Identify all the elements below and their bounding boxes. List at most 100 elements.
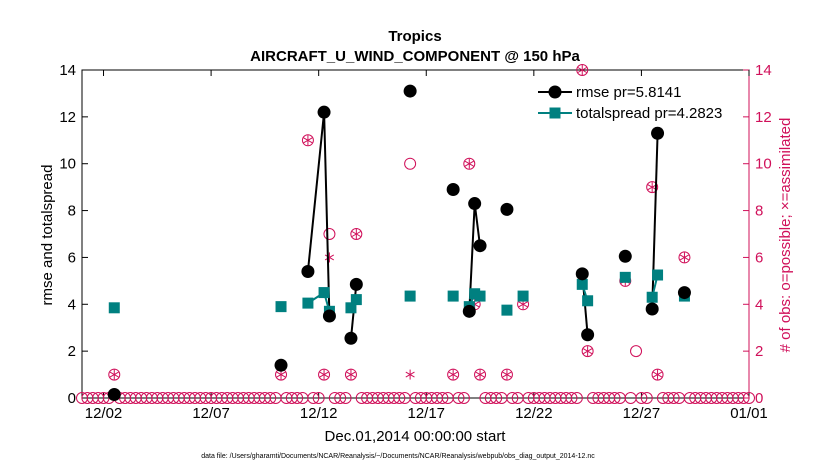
rmse-point (462, 304, 476, 318)
rmse-point (618, 249, 632, 263)
x-tick-label: 12/12 (300, 405, 338, 422)
totalspread-point (576, 278, 588, 290)
totalspread-point (582, 295, 594, 307)
rmse-point (581, 328, 595, 342)
obs-assimilated-marker (324, 252, 335, 263)
chart-subtitle: AIRCRAFT_U_WIND_COMPONENT @ 150 hPa (250, 48, 580, 65)
chart-title: Tropics (388, 28, 441, 45)
totalspread-point (108, 302, 120, 314)
obs-possible-marker (500, 368, 513, 381)
y-tick-label-right: 4 (755, 296, 763, 313)
obs-zero-marker (307, 392, 320, 404)
totalspread-point (404, 290, 416, 302)
totalspread-point (652, 269, 664, 281)
obs-zero-marker (640, 392, 653, 404)
y-tick-label-left: 0 (68, 390, 76, 407)
x-tick-label: 12/22 (515, 405, 553, 422)
obs-assimilated-marker (109, 369, 119, 380)
rmse-point (349, 277, 363, 291)
obs-zero-marker (743, 392, 755, 404)
y-tick-label-right: 14 (755, 62, 772, 79)
rmse-point (500, 202, 514, 216)
obs-assimilated-marker (475, 369, 485, 380)
rmse-point (322, 309, 336, 323)
obs-possible-marker (474, 368, 487, 381)
y-tick-label-right: 2 (755, 343, 763, 360)
y-axis-label-left: rmse and totalspread (39, 165, 56, 306)
obs-possible-marker (344, 368, 357, 381)
obs-assimilated-marker (577, 65, 587, 75)
obs-assimilated-marker (346, 369, 356, 380)
obs-zero-marker (570, 392, 583, 404)
obs-zero-marker (436, 392, 449, 404)
totalspread-point (646, 291, 658, 303)
obs-zero-marker (393, 392, 406, 404)
obs-possible-marker (581, 345, 594, 358)
obs-zero-marker (312, 392, 325, 404)
rmse-point (575, 267, 589, 281)
obs-zero-marker (291, 392, 304, 404)
obs-zero-marker (608, 392, 621, 404)
y-tick-label-left: 8 (68, 203, 76, 220)
obs-possible-marker (678, 251, 691, 264)
legend-entry-totalspread: totalspread pr=4.2823 (576, 105, 722, 122)
obs-assimilated-marker (652, 369, 663, 380)
footnote: data file: /Users/gharamti/Documents/NCA… (201, 453, 595, 460)
legend: rmse pr=5.8141 totalspread pr=4.2823 (530, 78, 726, 124)
legend-marker-totalspread (549, 107, 561, 119)
y-tick-label-right: 6 (755, 249, 763, 266)
totalspread-point (302, 297, 314, 309)
rmse-point (446, 182, 460, 196)
obs-possible-marker (350, 228, 363, 240)
plot-area: 0 0 2 2 4 4 6 6 8 8 10 10 12 12 14 14 12/02 12/07 12/12 12/… (59, 62, 771, 422)
obs-possible-marker (646, 181, 659, 194)
obs-zero-marker (635, 392, 648, 404)
y-tick-label-left: 10 (59, 156, 76, 173)
totalspread-point (350, 294, 362, 306)
obs-assimilated-marker (319, 369, 329, 380)
rmse-point (651, 126, 665, 140)
y-tick-label-right: 12 (755, 109, 772, 126)
obs-zero-marker (565, 392, 578, 404)
obs-assimilated-marker (405, 369, 415, 380)
obs-assimilated-marker (303, 135, 313, 146)
totalspread-point (345, 302, 357, 314)
y-tick-label-right: 8 (755, 203, 763, 220)
rmse-point (107, 387, 121, 401)
legend-marker-rmse (548, 85, 562, 99)
totalspread-point (619, 271, 631, 283)
totalspread-point (517, 290, 529, 302)
obs-possible-marker (463, 157, 476, 170)
rmse-point (645, 302, 659, 316)
obs-assimilated-marker (679, 252, 690, 263)
x-tick-label: 12/17 (407, 405, 445, 422)
obs-assimilated-marker (502, 369, 512, 380)
obs-possible-marker (404, 157, 417, 170)
obs-zero-marker (339, 392, 352, 404)
rmse-line (306, 112, 331, 317)
obs-zero-marker (506, 392, 519, 404)
legend-box (530, 78, 726, 124)
y-tick-label-right: 0 (755, 390, 763, 407)
obs-possible-marker (651, 368, 664, 381)
rmse-point (677, 286, 691, 300)
totalspread-point (318, 287, 330, 299)
obs-zero-marker (264, 392, 277, 404)
obs-possible-marker (318, 368, 331, 381)
totalspread-point (474, 290, 486, 302)
rmse-point (317, 105, 331, 119)
y-tick-label-right: 10 (755, 156, 772, 173)
obs-zero-marker (737, 392, 750, 404)
y-tick-label-left: 6 (68, 249, 76, 266)
obs-assimilated-marker (448, 369, 458, 380)
y-tick-label-left: 14 (59, 62, 76, 79)
totalspread-point (447, 290, 459, 302)
obs-zero-marker (452, 392, 465, 404)
obs-possible-marker (323, 228, 336, 240)
y-axis-label-right: # of obs: o=possible; ×=assimilated (777, 118, 794, 353)
y-tick-label-left: 2 (68, 343, 76, 360)
obs-possible-marker (108, 368, 121, 381)
rmse-point (344, 331, 358, 345)
